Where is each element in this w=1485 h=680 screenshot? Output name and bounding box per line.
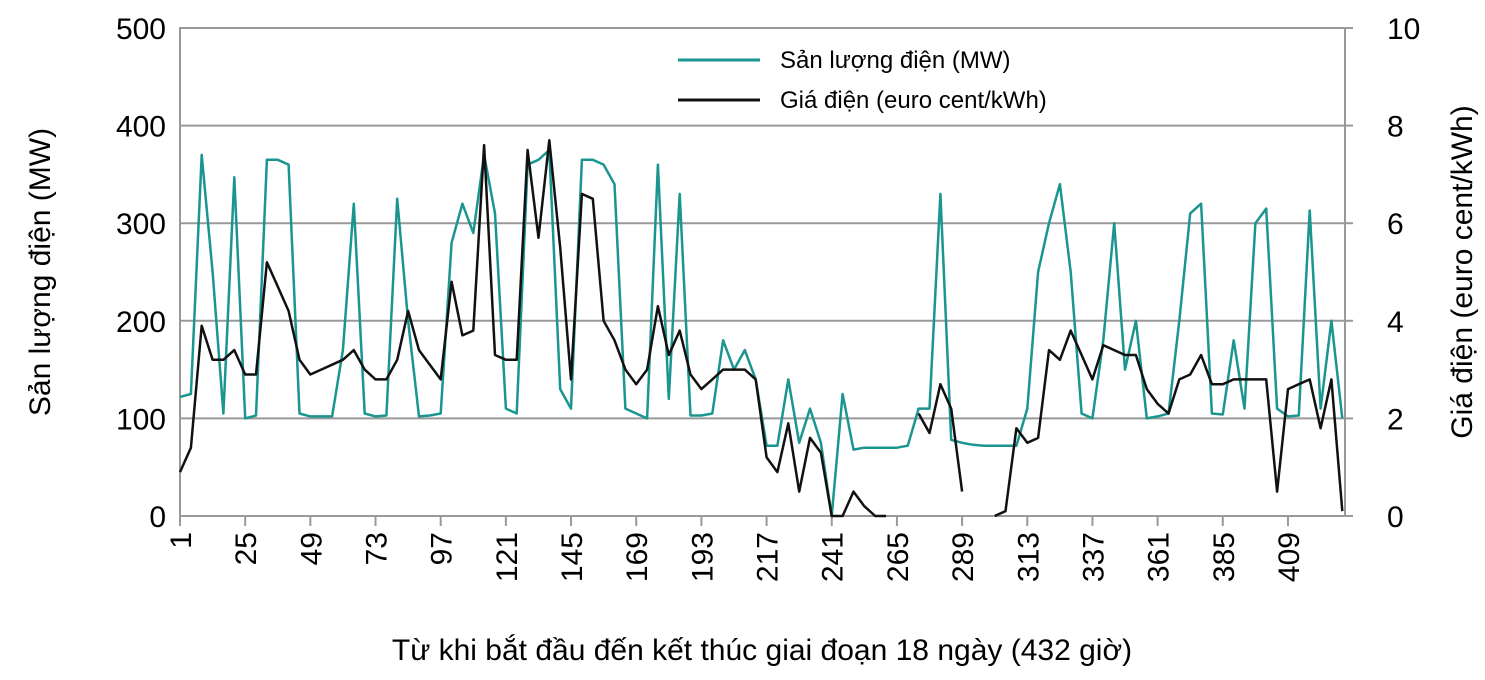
- x-axis-label: Từ khi bắt đầu đến kết thúc giai đoạn 18…: [392, 634, 1132, 667]
- x-tick-label: 241: [817, 532, 850, 582]
- y2-tick-label: 4: [1387, 306, 1404, 339]
- plot-frame: [179, 27, 1346, 517]
- y2-tick-label: 2: [1387, 403, 1404, 436]
- x-tick-label: 289: [947, 532, 980, 582]
- y2-tick-label: 10: [1387, 13, 1420, 46]
- x-tick-label: 49: [295, 532, 328, 565]
- x-tick-label: 409: [1273, 532, 1306, 582]
- y-tick-label: 300: [116, 208, 166, 241]
- series-line: [179, 148, 1344, 518]
- legend-label: Giá điện (euro cent/kWh): [780, 87, 1047, 114]
- x-tick-label: 25: [230, 532, 263, 565]
- y-tick-label: 500: [116, 13, 166, 46]
- y-tick-label: 0: [149, 501, 166, 534]
- y-tick-label: 400: [116, 111, 166, 144]
- x-tick-label: 385: [1208, 532, 1241, 582]
- x-tick-label: 73: [361, 532, 394, 565]
- y-tick-label: 100: [116, 403, 166, 436]
- x-tick-label: 1: [165, 532, 198, 549]
- y-tick-label: 200: [116, 306, 166, 339]
- x-tick-label: 121: [491, 532, 524, 582]
- x-tick-label: 217: [752, 532, 785, 582]
- y2-tick-label: 6: [1387, 208, 1404, 241]
- y-axis-label: Sản lượng điện (MW): [24, 128, 57, 416]
- x-tick-label: 313: [1012, 532, 1045, 582]
- x-tick-label: 265: [882, 532, 915, 582]
- x-tick-label: 337: [1077, 532, 1110, 582]
- series-line: [178, 138, 1344, 518]
- y2-tick-label: 8: [1387, 111, 1404, 144]
- x-tick-label: 193: [686, 532, 719, 582]
- x-tick-label: 145: [556, 532, 589, 582]
- y2-axis-label: Giá điện (euro cent/kWh): [1446, 105, 1479, 438]
- x-tick-label: 361: [1143, 532, 1176, 582]
- x-tick-label: 97: [426, 532, 459, 565]
- legend-label: Sản lượng điện (MW): [780, 47, 1011, 74]
- x-tick-label: 169: [621, 532, 654, 582]
- y2-tick-label: 0: [1387, 501, 1404, 534]
